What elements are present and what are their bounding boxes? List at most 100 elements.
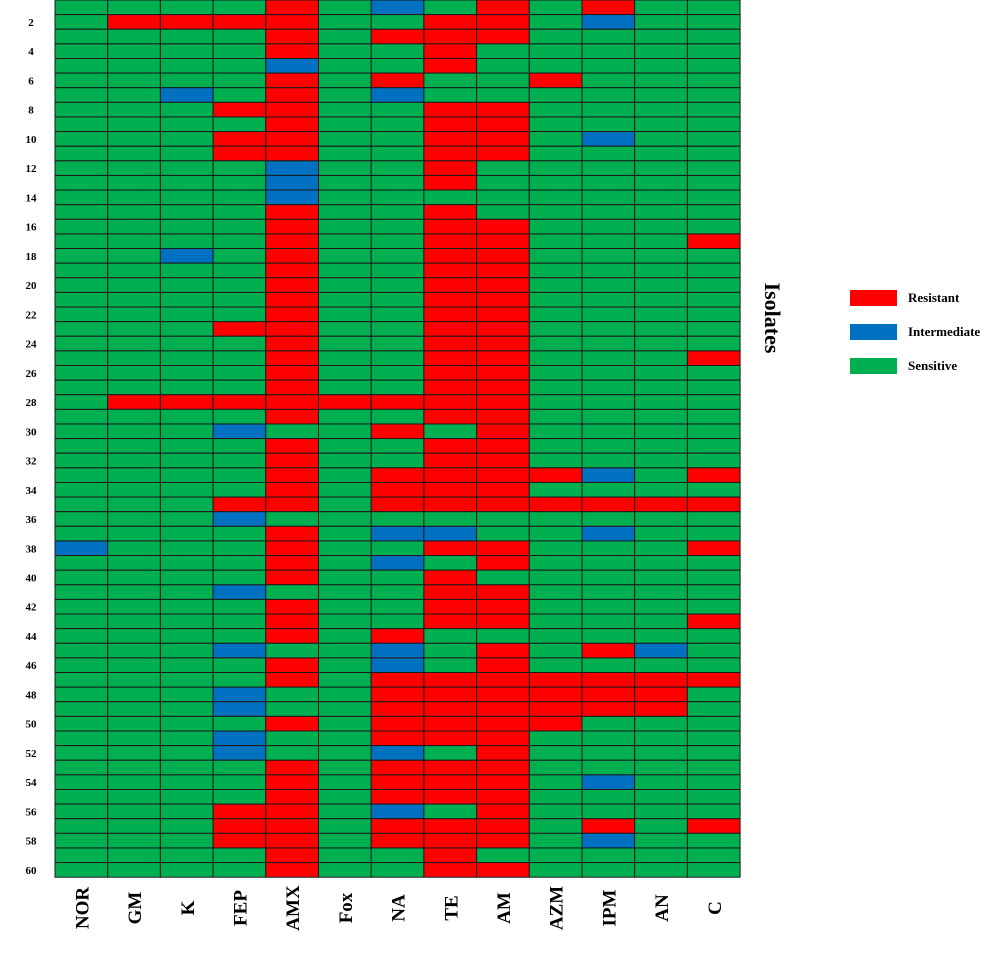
- heatmap-cell: [476, 0, 530, 16]
- heatmap-cell: [159, 759, 214, 776]
- heatmap-cell: [686, 701, 741, 717]
- heatmap-cell: [423, 452, 478, 469]
- heatmap-cell: [476, 511, 530, 527]
- heatmap-cell: [265, 467, 319, 483]
- heatmap-cell: [107, 569, 161, 586]
- heatmap-cell: [634, 438, 688, 454]
- heatmap-cell: [686, 481, 741, 498]
- heatmap-cell: [265, 745, 319, 761]
- heatmap-cell: [476, 350, 530, 367]
- heatmap-cell: [370, 306, 425, 323]
- heatmap-cell: [370, 160, 425, 176]
- heatmap-cell: [476, 745, 530, 761]
- heatmap-cell: [581, 14, 636, 30]
- heatmap-cell: [107, 423, 161, 440]
- heatmap-cell: [476, 160, 530, 176]
- heatmap-cell: [423, 335, 478, 352]
- heatmap-cell: [212, 818, 267, 834]
- heatmap-cell: [370, 452, 425, 469]
- heatmap-cell: [212, 569, 267, 586]
- heatmap-cell: [528, 394, 583, 410]
- heatmap-cell: [581, 262, 636, 279]
- heatmap-cell: [634, 101, 688, 118]
- heatmap-cell: [107, 730, 161, 747]
- heatmap-cell: [581, 218, 636, 235]
- heatmap-cell: [370, 423, 425, 440]
- heatmap-cell: [265, 131, 319, 147]
- heatmap-cell: [318, 189, 372, 206]
- heatmap-cell: [528, 277, 583, 293]
- heatmap-cell: [318, 262, 372, 279]
- heatmap-cell: [370, 672, 425, 688]
- heatmap-cell: [212, 759, 267, 776]
- heatmap-cell: [159, 788, 214, 805]
- heatmap-cell: [212, 496, 267, 513]
- heatmap-cell: [423, 174, 478, 191]
- heatmap-cell: [528, 832, 583, 849]
- heatmap-cell: [107, 365, 161, 381]
- heatmap-cell: [212, 365, 267, 381]
- heatmap-cell: [54, 832, 109, 849]
- heatmap-cell: [265, 248, 319, 264]
- heatmap-cell: [634, 423, 688, 440]
- heatmap-cell: [370, 218, 425, 235]
- heatmap-cell: [370, 189, 425, 206]
- heatmap-cell: [634, 730, 688, 747]
- heatmap-cell: [423, 642, 478, 659]
- row-tick-label: 32: [26, 456, 38, 468]
- heatmap-cell: [423, 803, 478, 820]
- heatmap-cell: [423, 715, 478, 732]
- heatmap-cell: [528, 116, 583, 133]
- heatmap-cell: [370, 774, 425, 790]
- heatmap-cell: [634, 657, 688, 674]
- heatmap-cell: [107, 248, 161, 264]
- heatmap-cell: [581, 525, 636, 542]
- heatmap-cell: [634, 0, 688, 16]
- heatmap-cell: [107, 584, 161, 600]
- heatmap-cell: [581, 628, 636, 644]
- heatmap-cell: [528, 131, 583, 147]
- heatmap-cell: [686, 715, 741, 732]
- heatmap-cell: [54, 321, 109, 337]
- heatmap-cell: [581, 701, 636, 717]
- heatmap-cell: [423, 0, 478, 16]
- heatmap-cell: [476, 862, 530, 878]
- heatmap-cell: [107, 438, 161, 454]
- heatmap-cell: [686, 672, 741, 688]
- heatmap-cell: [686, 642, 741, 659]
- column-label: GM: [125, 892, 146, 925]
- heatmap-cell: [686, 291, 741, 308]
- heatmap-cell: [159, 174, 214, 191]
- heatmap-cell: [423, 43, 478, 59]
- heatmap-cell: [159, 862, 214, 878]
- row-tick-label: 34: [26, 485, 38, 497]
- heatmap-cell: [54, 262, 109, 279]
- heatmap-cell: [423, 496, 478, 513]
- heatmap-cell: [581, 730, 636, 747]
- heatmap-cell: [159, 686, 214, 703]
- heatmap-cell: [686, 0, 741, 16]
- heatmap-cell: [107, 160, 161, 176]
- heatmap-cell: [476, 613, 530, 630]
- heatmap-cell: [423, 116, 478, 133]
- heatmap-cell: [54, 701, 109, 717]
- heatmap-cell: [212, 174, 267, 191]
- heatmap-cell: [528, 43, 583, 59]
- heatmap-cell: [476, 496, 530, 513]
- heatmap-cell: [54, 672, 109, 688]
- heatmap-cell: [370, 818, 425, 834]
- heatmap-cell: [265, 613, 319, 630]
- heatmap-cell: [265, 262, 319, 279]
- heatmap-cell: [634, 72, 688, 89]
- heatmap-cell: [159, 350, 214, 367]
- heatmap-cell: [686, 467, 741, 483]
- heatmap-cell: [686, 847, 741, 864]
- heatmap-cell: [212, 160, 267, 176]
- heatmap-cell: [265, 335, 319, 352]
- heatmap-cell: [107, 745, 161, 761]
- heatmap-cell: [686, 540, 741, 557]
- heatmap-cell: [476, 730, 530, 747]
- heatmap-cell: [159, 233, 214, 250]
- heatmap-cell: [423, 131, 478, 147]
- heatmap-cell: [528, 715, 583, 732]
